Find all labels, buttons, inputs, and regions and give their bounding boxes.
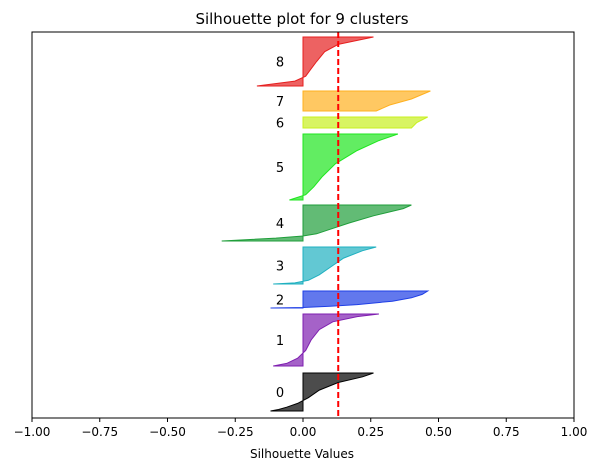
cluster-4-silhouette — [221, 204, 412, 242]
cluster-6-silhouette — [302, 116, 428, 129]
x-tick-label: 0.00 — [290, 425, 317, 439]
x-axis-label: Silhouette Values — [250, 447, 354, 461]
x-tick-label: 0.75 — [493, 425, 520, 439]
cluster-label: 2 — [276, 294, 284, 309]
cluster-label: 0 — [276, 386, 284, 401]
cluster-7-silhouette — [302, 90, 431, 112]
x-tick-label: −1.00 — [14, 425, 51, 439]
x-axis: −1.00 −0.75 −0.50 −0.25 0.00 0.25 0.50 0.75 1.00 — [14, 418, 588, 439]
cluster-8-silhouette — [256, 36, 374, 87]
x-tick-label: −0.25 — [217, 425, 254, 439]
cluster-label: 6 — [276, 117, 284, 132]
cluster-2-silhouette — [270, 290, 430, 309]
cluster-0-silhouette — [270, 372, 374, 412]
chart-title: Silhouette plot for 9 clusters — [195, 10, 408, 28]
x-tick-label: 1.00 — [561, 425, 588, 439]
plot-area: 0 1 2 3 4 5 6 7 8 — [221, 32, 431, 418]
x-tick-label: 0.50 — [425, 425, 452, 439]
cluster-label: 8 — [276, 56, 284, 71]
x-tick-label: −0.75 — [81, 425, 118, 439]
cluster-1-silhouette — [273, 313, 379, 367]
x-tick-label: 0.25 — [357, 425, 384, 439]
x-tick-label: −0.50 — [149, 425, 186, 439]
cluster-3-silhouette — [273, 246, 377, 285]
cluster-label: 5 — [276, 161, 284, 176]
cluster-label: 3 — [276, 260, 284, 275]
cluster-5-silhouette — [289, 133, 399, 201]
cluster-label: 7 — [276, 95, 284, 110]
cluster-label: 4 — [276, 217, 284, 232]
cluster-label: 1 — [276, 334, 284, 349]
